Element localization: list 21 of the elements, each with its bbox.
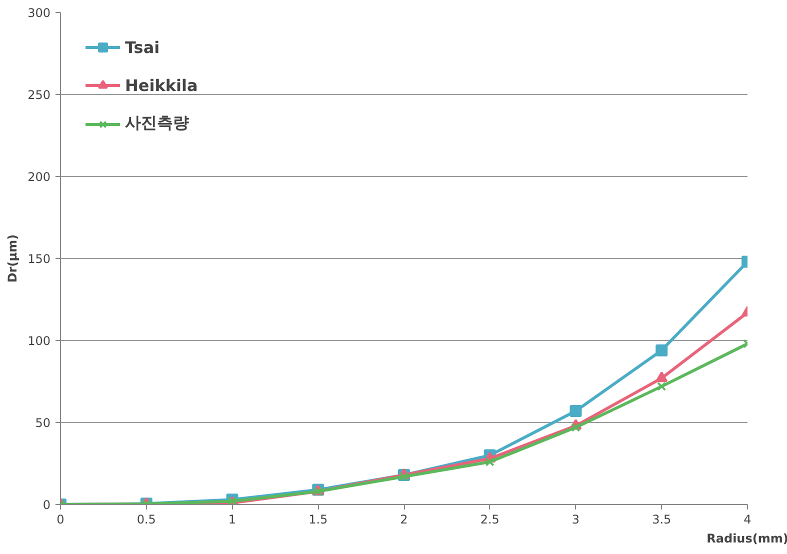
x-axis-title: Radius(mm) bbox=[706, 532, 787, 546]
legend-label: 사진측량 bbox=[125, 113, 189, 134]
y-tick-label: 300 bbox=[28, 6, 50, 20]
x-tick-label: 0.5 bbox=[136, 512, 156, 526]
x-tick-label: 3.5 bbox=[652, 512, 672, 526]
x-tick-label: 1.5 bbox=[308, 512, 328, 526]
x-tick-label: 2.5 bbox=[480, 512, 500, 526]
x-tick-label: 0 bbox=[56, 512, 64, 526]
y-tick-label: 250 bbox=[28, 88, 50, 102]
x-tick-label: 3 bbox=[572, 512, 580, 526]
x-tick-label: 2 bbox=[400, 512, 408, 526]
legend-label: Tsai bbox=[125, 38, 160, 56]
x-tick-label: 4 bbox=[744, 512, 752, 526]
y-tick-label: 100 bbox=[28, 334, 50, 348]
y-axis-title: Dr(μm) bbox=[6, 234, 20, 283]
y-tick-label: 0 bbox=[42, 498, 51, 512]
y-tick-label: 50 bbox=[35, 416, 51, 430]
y-tick-label: 150 bbox=[28, 252, 50, 266]
y-tick-label: 200 bbox=[28, 170, 50, 184]
legend-label: Heikkila bbox=[125, 76, 198, 94]
x-tick-label: 1 bbox=[228, 512, 236, 526]
